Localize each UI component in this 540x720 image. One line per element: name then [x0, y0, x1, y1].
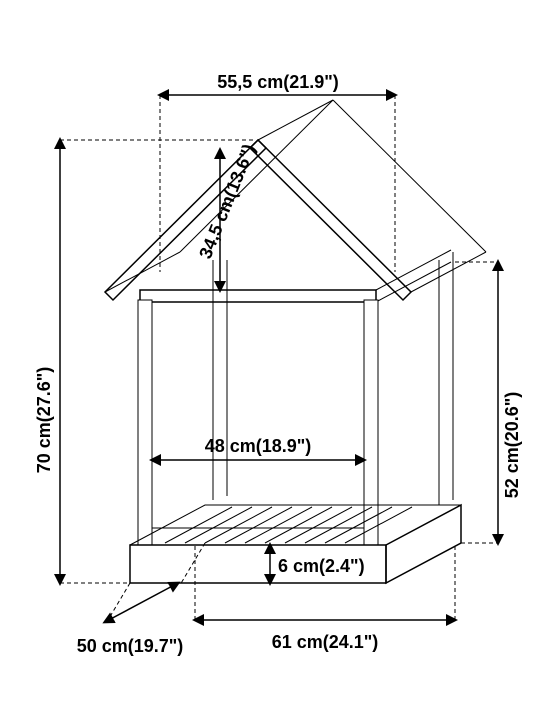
dim-roof-height-label: 34,5 cm(13.6") [195, 141, 259, 261]
dim-roof-width-label: 55,5 cm(21.9") [217, 72, 339, 92]
dim-post-height: 52 cm(20.6") [455, 262, 522, 543]
dim-depth-label: 50 cm(19.7") [77, 636, 184, 656]
dim-bed-inner-width-label: 48 cm(18.9") [205, 436, 312, 456]
product-illustration [105, 100, 486, 583]
dim-base-rail-height: 6 cm(2.4") [270, 545, 365, 583]
dim-post-height-label: 52 cm(20.6") [502, 392, 522, 499]
dim-total-height-label: 70 cm(27.6") [34, 367, 54, 474]
dim-depth: 50 cm(19.7") [77, 543, 205, 656]
dim-total-width-label: 61 cm(24.1") [272, 632, 379, 652]
dimension-diagram: 70 cm(27.6") 55,5 cm(21.9") 34,5 cm(13.6… [0, 0, 540, 720]
dim-base-rail-height-label: 6 cm(2.4") [278, 556, 365, 576]
